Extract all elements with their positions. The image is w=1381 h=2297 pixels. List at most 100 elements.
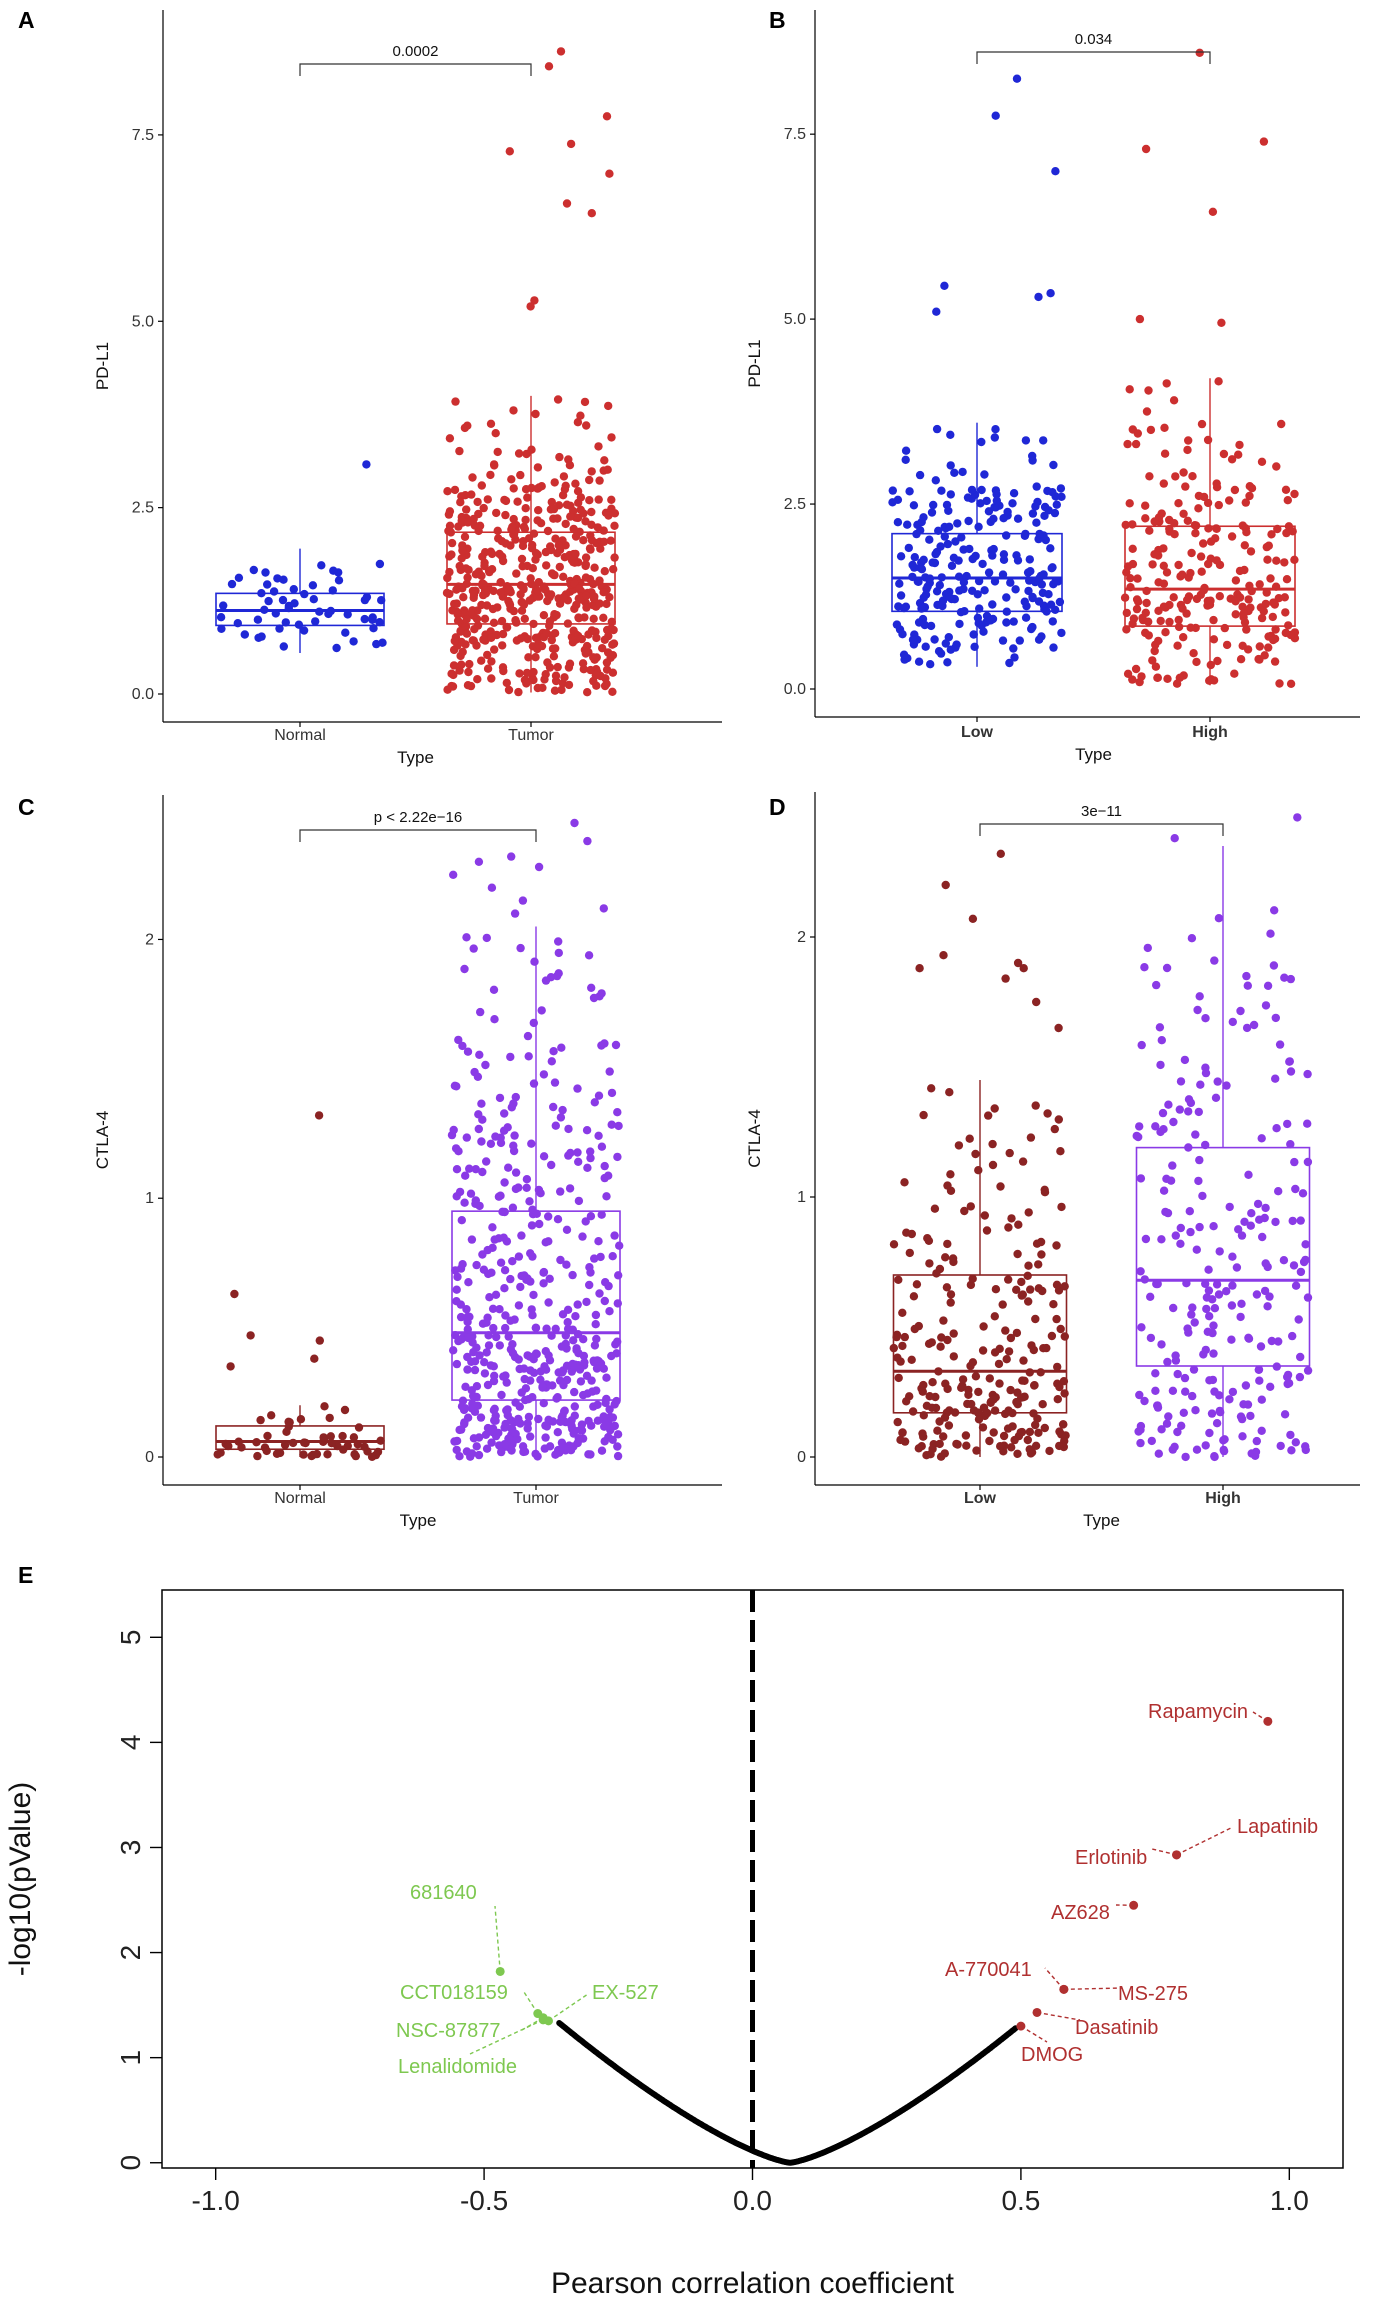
data-point <box>573 418 583 427</box>
data-point <box>996 1442 1005 1451</box>
data-point <box>539 1279 548 1288</box>
data-point <box>1057 492 1066 501</box>
data-point <box>1238 1432 1247 1441</box>
x-axis-title: Type <box>397 748 434 767</box>
data-point <box>1286 974 1296 984</box>
data-point <box>471 1165 480 1174</box>
data-point <box>1191 529 1200 538</box>
data-point <box>1245 491 1254 501</box>
data-point <box>527 1221 537 1230</box>
data-point <box>571 1312 580 1321</box>
drug-label: Lenalidomide <box>398 2056 517 2078</box>
data-point <box>1257 1134 1266 1143</box>
data-point <box>990 1312 999 1321</box>
data-point <box>505 599 514 608</box>
data-point <box>1192 594 1202 604</box>
data-point <box>1146 1333 1156 1343</box>
data-point <box>1279 1256 1289 1265</box>
data-point <box>1235 440 1244 450</box>
data-point <box>1243 981 1253 990</box>
y-axis-title: -log10(pValue) <box>4 1782 37 1977</box>
data-point <box>1231 610 1240 619</box>
data-point <box>563 1305 573 1315</box>
data-point <box>1059 1420 1068 1429</box>
drug-point <box>538 2015 548 2025</box>
data-point <box>889 1343 898 1353</box>
data-point <box>249 565 258 575</box>
data-point <box>1039 436 1048 445</box>
data-point <box>1206 537 1216 546</box>
data-point <box>468 1399 477 1409</box>
data-point <box>604 511 613 520</box>
data-point <box>539 1070 549 1079</box>
data-point <box>447 538 457 548</box>
data-point <box>500 1109 509 1118</box>
data-point <box>592 538 601 548</box>
data-point <box>1244 1170 1253 1180</box>
data-point <box>607 1351 616 1361</box>
data-point <box>908 635 918 644</box>
data-point <box>1207 1409 1217 1418</box>
data-point <box>604 401 613 411</box>
data-point <box>925 574 935 583</box>
data-point <box>1210 1452 1219 1461</box>
data-point <box>600 567 609 576</box>
data-point <box>1201 1441 1210 1450</box>
data-point <box>529 1368 539 1378</box>
data-point <box>470 1357 480 1366</box>
y-tick-label: 5.0 <box>784 311 806 328</box>
data-point <box>940 281 949 290</box>
data-point <box>605 1405 614 1414</box>
data-point <box>1001 1409 1010 1419</box>
data-point <box>1171 472 1180 481</box>
data-point <box>585 544 595 553</box>
data-point <box>1231 576 1241 585</box>
drug-label: NSC-87877 <box>396 2020 501 2042</box>
leader-line <box>1044 1967 1065 1990</box>
data-point <box>1198 1191 1207 1201</box>
data-point <box>1220 623 1230 633</box>
data-point <box>589 614 598 623</box>
data-point <box>1043 1109 1052 1118</box>
drug-rapamycin: Rapamycin <box>1148 1701 1273 1726</box>
data-point <box>557 1443 567 1452</box>
data-point <box>1257 1395 1267 1404</box>
data-point <box>1245 482 1255 491</box>
data-point <box>1252 1290 1262 1299</box>
data-point <box>569 1336 578 1345</box>
data-point <box>592 1386 601 1395</box>
data-point <box>914 1444 923 1453</box>
data-point <box>1120 593 1130 602</box>
y-tick-label: 0 <box>115 2155 146 2171</box>
data-point <box>1274 1337 1283 1346</box>
data-point <box>607 1088 617 1098</box>
data-point <box>1055 597 1065 607</box>
data-point <box>272 1449 282 1459</box>
data-point <box>1287 1446 1296 1455</box>
data-point <box>582 1297 591 1307</box>
data-point <box>1219 1436 1228 1445</box>
data-point <box>1239 609 1248 618</box>
box <box>1135 1146 1311 1367</box>
data-point <box>917 565 927 574</box>
x-tick-label: Normal <box>274 1490 326 1507</box>
data-point <box>1054 1115 1064 1124</box>
data-point <box>953 1440 962 1449</box>
data-point <box>559 472 569 481</box>
data-point <box>1132 604 1142 614</box>
data-point <box>980 586 989 595</box>
data-point <box>503 1123 512 1132</box>
data-point <box>492 508 501 518</box>
data-point <box>373 1447 383 1457</box>
data-point <box>573 1084 582 1093</box>
data-point <box>483 650 492 660</box>
data-point <box>456 1312 466 1322</box>
data-point <box>1197 419 1207 429</box>
significance-label: p < 2.22e−16 <box>374 809 462 826</box>
data-point <box>1042 607 1051 616</box>
data-point <box>1269 598 1278 607</box>
data-point <box>541 1238 550 1247</box>
data-point <box>263 580 272 589</box>
data-point <box>1205 676 1214 685</box>
data-point <box>462 615 471 624</box>
